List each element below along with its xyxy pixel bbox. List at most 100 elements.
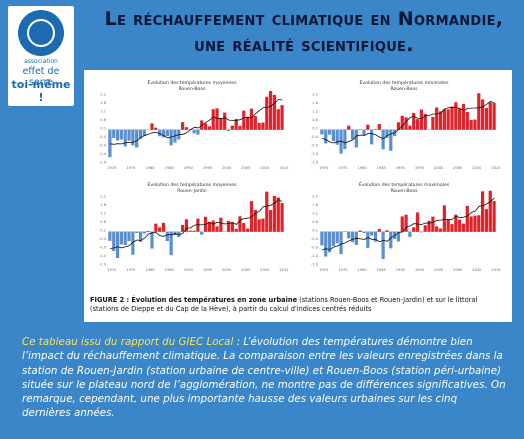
y-tick-label: 0.1	[312, 229, 318, 233]
anomaly-bar	[249, 108, 254, 130]
anomaly-bar	[477, 93, 481, 130]
anomaly-bar	[207, 221, 212, 232]
anomaly-bar	[450, 106, 454, 130]
y-tick-label: 1.6	[312, 203, 318, 207]
anomaly-bar	[161, 129, 166, 138]
anomaly-bar	[335, 231, 339, 244]
anomaly-bar	[320, 231, 324, 246]
moving-average-line	[110, 98, 283, 145]
anomaly-bar	[362, 231, 366, 233]
anomaly-bar	[257, 122, 261, 130]
x-tick-label: 1985	[377, 166, 386, 170]
anomaly-bar	[373, 129, 378, 130]
x-tick-label: 1975	[126, 268, 135, 272]
y-tick-label: -1.9	[99, 161, 107, 165]
moving-average-line	[322, 197, 495, 251]
anomaly-bar	[272, 196, 277, 232]
anomaly-bar	[207, 126, 212, 130]
anomaly-bar	[112, 129, 116, 138]
x-tick-label: 1990	[184, 268, 194, 272]
anomaly-bar	[366, 124, 370, 130]
anomaly-bar	[461, 223, 466, 232]
x-tick-label: 2005	[241, 166, 250, 170]
anomaly-bar	[215, 108, 219, 130]
anomaly-bar	[219, 217, 223, 232]
y-tick-label: 2.1	[100, 93, 106, 97]
anomaly-bar	[238, 216, 242, 232]
x-tick-label: 2010	[472, 268, 482, 272]
x-tick-label: 1980	[358, 166, 368, 170]
anomaly-bar	[257, 219, 261, 232]
anomaly-bar	[358, 230, 362, 232]
anomaly-bar	[161, 222, 166, 232]
moving-average-line	[110, 199, 283, 249]
anomaly-bar	[327, 129, 332, 135]
association-logo[interactable]: association effet de serre toi-même !	[8, 6, 74, 106]
x-tick-label: 1975	[338, 268, 347, 272]
anomaly-bar	[158, 227, 162, 232]
anomaly-bar	[200, 231, 204, 235]
y-tick-label: 2.1	[100, 195, 106, 199]
anomaly-bar	[454, 102, 458, 130]
x-tick-label: 1975	[338, 166, 347, 170]
y-tick-label: -1.4	[311, 152, 319, 156]
anomaly-bar	[135, 231, 139, 234]
anomaly-bar	[331, 129, 336, 141]
anomaly-bar	[246, 117, 250, 130]
anomaly-bar	[431, 116, 435, 130]
anomaly-bar	[154, 127, 158, 130]
anomaly-bar	[370, 129, 374, 145]
y-tick-label: 1.1	[100, 110, 106, 114]
anomaly-bar	[146, 230, 150, 232]
anomaly-bar	[203, 123, 208, 130]
anomaly-bar	[223, 112, 227, 130]
anomaly-bar	[150, 231, 154, 249]
anomaly-bar	[377, 123, 381, 130]
anomaly-bar	[276, 197, 280, 232]
chart-rouen-boos-minimales: Évolution des températures minimales Roue…	[306, 78, 502, 172]
anomaly-bar	[158, 129, 162, 137]
y-tick-label: 1.6	[312, 101, 318, 105]
globe-icon	[18, 10, 64, 56]
anomaly-bar	[335, 129, 339, 145]
figure-caption: FIGURE 2 : Évolution des températures en…	[90, 296, 506, 314]
anomaly-bar	[469, 216, 473, 232]
anomaly-bar	[339, 129, 343, 154]
chart-station: Rouen-Boos	[390, 188, 418, 194]
anomaly-bar	[196, 129, 200, 135]
chart-rouen-boos-moyennes: Évolution des températures moyennes Rouen…	[94, 78, 290, 172]
caption-rest: (stations Rouen-Boos et Rouen-Jardin) et…	[90, 296, 478, 313]
x-tick-label: 2005	[453, 166, 462, 170]
anomaly-bar	[238, 125, 242, 130]
x-tick-label: 2015	[279, 268, 288, 272]
anomaly-bar	[480, 191, 485, 232]
anomaly-bar	[484, 209, 489, 232]
y-tick-label: -1.4	[311, 254, 319, 258]
x-tick-label: 1975	[126, 166, 135, 170]
anomaly-bar	[131, 129, 135, 146]
anomaly-bar	[131, 231, 135, 255]
y-tick-label: 1.6	[100, 101, 106, 105]
anomaly-bar	[396, 231, 401, 242]
anomaly-bar	[339, 231, 343, 255]
anomaly-bar	[415, 212, 420, 232]
anomaly-bar	[165, 129, 169, 136]
anomaly-bar	[184, 127, 189, 130]
anomaly-bar	[415, 119, 420, 130]
anomaly-bar	[492, 103, 496, 130]
anomaly-bar	[127, 231, 131, 242]
anomaly-bar	[488, 190, 492, 232]
anomaly-bar	[142, 231, 146, 234]
y-tick-label: -0.9	[99, 144, 107, 148]
anomaly-bar	[169, 231, 173, 256]
description-link[interactable]: Ce tableau issu du rapport du GIEC Local	[22, 336, 234, 348]
anomaly-bar	[458, 108, 462, 130]
x-tick-label: 2015	[279, 166, 288, 170]
anomaly-bar	[324, 129, 328, 144]
anomaly-bar	[484, 108, 489, 130]
chart-title: Évolution des températures moyennes	[147, 180, 237, 188]
y-tick-label: -0.4	[311, 237, 319, 241]
x-tick-label: 1995	[203, 166, 212, 170]
anomaly-bar	[477, 215, 481, 232]
anomaly-bar	[230, 125, 234, 130]
